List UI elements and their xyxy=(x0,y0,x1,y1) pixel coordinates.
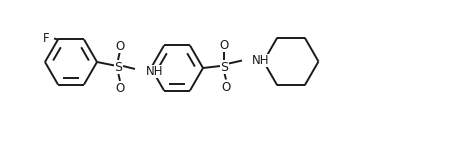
Text: S: S xyxy=(114,61,122,74)
Text: F: F xyxy=(43,32,49,45)
Text: O: O xyxy=(219,39,229,52)
Text: S: S xyxy=(220,61,228,74)
Text: O: O xyxy=(116,82,125,95)
Text: NH: NH xyxy=(251,53,269,66)
Text: NH: NH xyxy=(146,65,164,78)
Text: O: O xyxy=(116,40,125,53)
Text: O: O xyxy=(221,81,231,94)
